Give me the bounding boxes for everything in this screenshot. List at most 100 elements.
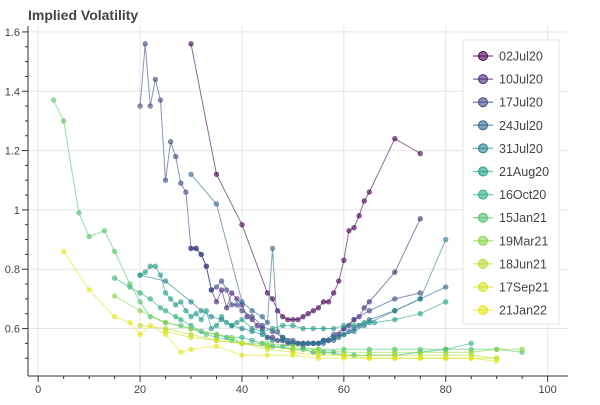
data-point <box>223 305 230 311</box>
data-point <box>147 103 153 109</box>
data-point <box>111 248 118 255</box>
data-point <box>315 355 322 361</box>
y-tick-label: 1 <box>14 205 20 217</box>
series-02Jul20 <box>188 41 423 323</box>
data-point <box>443 355 449 361</box>
legend-item-17Jul20[interactable]: 17Jul20 <box>473 96 543 110</box>
data-point <box>310 340 316 347</box>
data-point <box>443 284 449 290</box>
data-point <box>325 299 332 305</box>
data-point <box>137 290 143 296</box>
data-point <box>468 340 474 347</box>
legend-item-15Jan21[interactable]: 15Jan21 <box>473 211 547 225</box>
legend-label: 21Jan22 <box>499 304 547 318</box>
data-point <box>341 257 347 264</box>
legend-label: 10Jul20 <box>499 73 543 87</box>
data-point <box>142 269 148 275</box>
data-point <box>137 103 143 109</box>
data-point <box>417 311 423 317</box>
legend-item-19Mar21[interactable]: 19Mar21 <box>473 234 548 248</box>
data-point <box>218 278 225 284</box>
data-point <box>162 319 169 326</box>
data-point <box>341 331 347 338</box>
data-point <box>305 311 311 317</box>
data-point <box>493 358 500 364</box>
y-tick-label: 1.6 <box>5 27 20 39</box>
data-point <box>264 334 271 341</box>
data-point <box>188 325 194 332</box>
legend-item-24Jul20[interactable]: 24Jul20 <box>473 119 543 133</box>
legend-label: 19Mar21 <box>499 234 548 248</box>
legend-item-31Jul20[interactable]: 31Jul20 <box>473 142 543 156</box>
data-point <box>223 319 230 326</box>
data-point <box>320 299 327 305</box>
data-point <box>218 313 225 320</box>
data-point <box>229 302 235 308</box>
data-point <box>351 322 357 329</box>
x-tick-label: 20 <box>134 384 146 396</box>
data-point <box>208 287 215 293</box>
data-point <box>213 299 220 305</box>
legend-swatch-marker <box>478 120 488 131</box>
data-point <box>208 325 215 332</box>
series-line <box>114 295 523 353</box>
legend-item-17Sep21[interactable]: 17Sep21 <box>473 281 549 295</box>
legend-item-21Aug20[interactable]: 21Aug20 <box>473 165 549 179</box>
data-point <box>76 210 82 216</box>
data-point <box>249 313 255 320</box>
data-point <box>239 299 245 305</box>
data-point <box>188 245 194 252</box>
data-point <box>392 296 398 302</box>
data-point <box>188 41 194 47</box>
data-point <box>392 308 398 314</box>
x-tick-label: 60 <box>338 384 350 396</box>
legend-item-18Jun21[interactable]: 18Jun21 <box>473 257 547 271</box>
chart-title: Implied Volatility <box>28 7 138 23</box>
data-point <box>213 331 220 338</box>
legend-item-10Jul20[interactable]: 10Jul20 <box>473 73 543 87</box>
data-point <box>157 272 164 278</box>
legend-label: 31Jul20 <box>499 142 543 156</box>
data-point <box>178 180 184 186</box>
data-point <box>50 97 57 103</box>
legend-label: 17Sep21 <box>499 281 549 295</box>
data-point <box>60 248 67 255</box>
data-point <box>188 346 194 353</box>
x-tick-label: 80 <box>440 384 452 396</box>
legend-item-16Oct20[interactable]: 16Oct20 <box>473 188 546 202</box>
data-point <box>269 325 276 332</box>
legend-label: 02Jul20 <box>499 50 543 64</box>
data-point <box>366 355 373 361</box>
legend-label: 16Oct20 <box>499 188 546 202</box>
legend-item-21Jan22[interactable]: 21Jan22 <box>473 304 547 318</box>
data-point <box>203 263 210 269</box>
legend-label: 18Jun21 <box>499 257 547 271</box>
data-point <box>259 322 266 329</box>
data-point <box>300 325 306 332</box>
data-point <box>239 352 245 358</box>
y-tick-label: 1.4 <box>5 86 20 98</box>
legend-item-02Jul20[interactable]: 02Jul20 <box>473 50 543 64</box>
data-point <box>86 287 92 293</box>
data-point <box>239 340 245 347</box>
data-point <box>315 305 322 311</box>
data-point <box>468 355 474 361</box>
data-point <box>259 313 266 320</box>
legend-swatch-marker <box>478 166 488 177</box>
legend[interactable]: 02Jul20 10Jul20 17Jul20 24Jul20 31Jul20 21Aug… <box>462 39 560 325</box>
y-tick-label: 0.8 <box>5 264 20 276</box>
data-point <box>183 308 189 314</box>
data-point <box>254 322 260 329</box>
data-point <box>361 305 367 311</box>
data-point <box>351 316 357 323</box>
data-point <box>300 313 306 320</box>
data-point <box>167 138 174 145</box>
legend-swatch-marker <box>478 305 488 316</box>
y-tick-label: 1.2 <box>5 146 20 158</box>
legend-label: 17Jul20 <box>499 96 543 110</box>
data-point <box>213 171 220 178</box>
data-point <box>188 313 194 320</box>
axis-layer: 0 20 40 60 80 100 0.6 0.8 1 1.2 1.4 1.6 <box>5 26 568 396</box>
data-point <box>249 308 255 314</box>
